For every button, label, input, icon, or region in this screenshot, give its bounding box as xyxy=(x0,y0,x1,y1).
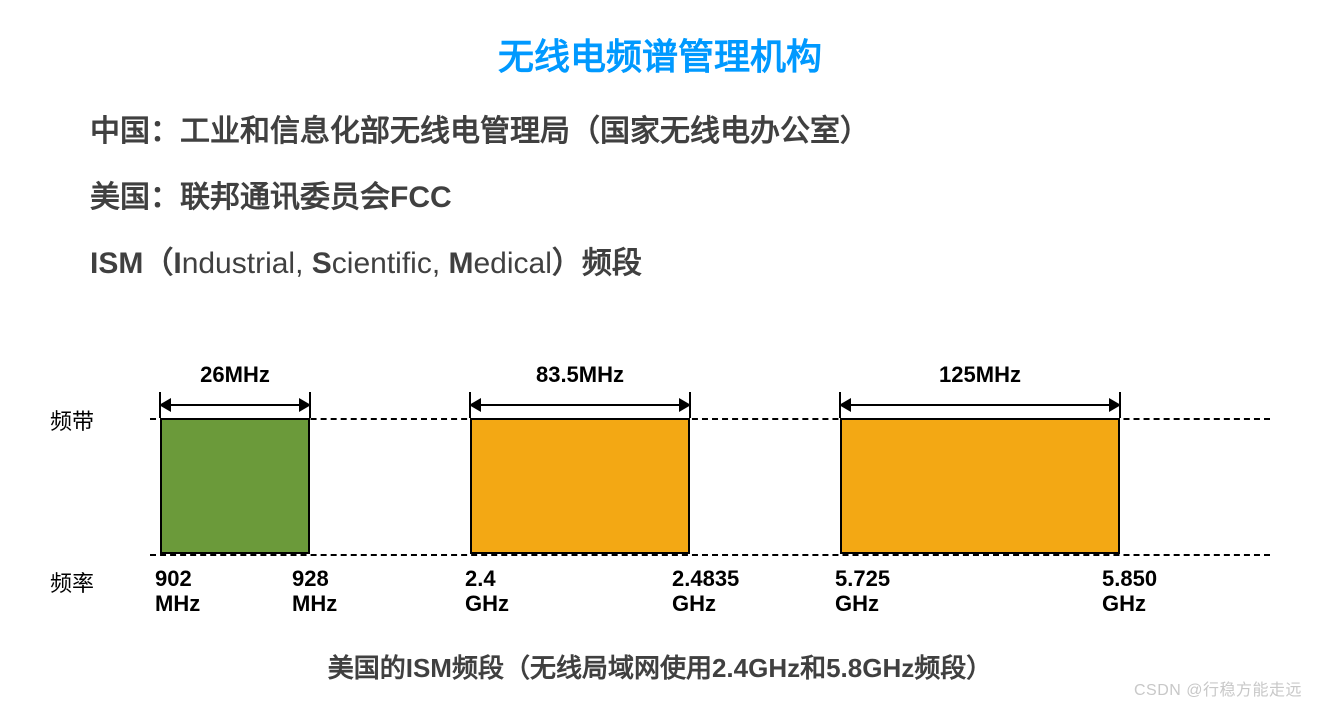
ism-prefix: ISM（ xyxy=(90,247,173,280)
bw-cap-left-1 xyxy=(469,392,471,418)
axis-label-freq: 频率 xyxy=(50,566,94,598)
bw-cap-right-2 xyxy=(1119,392,1121,418)
bandwidth-arrow-2 xyxy=(840,404,1120,406)
bw-cap-right-1 xyxy=(689,392,691,418)
page-title: 无线电频谱管理机构 xyxy=(0,28,1320,80)
ism-i-bold: I xyxy=(173,247,181,280)
freq-start-0: 902MHz xyxy=(155,566,200,617)
ism-s-bold: S xyxy=(312,247,332,280)
ism-m-rest: edical xyxy=(474,247,552,280)
band-box-2 xyxy=(840,418,1120,554)
bandwidth-arrow-0 xyxy=(160,404,310,406)
line-usa: 美国：联邦通讯委员会FCC xyxy=(90,172,1320,216)
line-china: 中国：工业和信息化部无线电管理局（国家无线电办公室） xyxy=(90,106,1320,150)
band-box-1 xyxy=(470,418,690,554)
line-ism: ISM（Industrial, Scientific, Medical）频段 xyxy=(90,238,1320,282)
dash-line-bottom xyxy=(150,554,1270,556)
freq-end-0: 928MHz xyxy=(292,566,337,617)
bw-cap-right-0 xyxy=(309,392,311,418)
freq-end-1: 2.4835GHz xyxy=(672,566,739,617)
ism-i-rest: ndustrial, xyxy=(182,247,312,280)
ism-m-bold: M xyxy=(449,247,474,280)
diagram-caption: 美国的ISM频段（无线局域网使用2.4GHz和5.8GHz频段） xyxy=(0,648,1320,685)
ism-suffix: ）频段 xyxy=(552,247,642,280)
bandwidth-label-0: 26MHz xyxy=(160,362,310,388)
band-box-0 xyxy=(160,418,310,554)
axis-label-band: 频带 xyxy=(50,404,94,436)
body-text-block: 中国：工业和信息化部无线电管理局（国家无线电办公室） 美国：联邦通讯委员会FCC… xyxy=(90,106,1320,282)
freq-start-2: 5.725GHz xyxy=(835,566,890,617)
bw-cap-left-0 xyxy=(159,392,161,418)
bandwidth-label-1: 83.5MHz xyxy=(470,362,690,388)
watermark: CSDN @行稳方能走远 xyxy=(1134,676,1302,700)
bandwidth-arrow-1 xyxy=(470,404,690,406)
freq-start-1: 2.4GHz xyxy=(465,566,509,617)
ism-s-rest: cientific, xyxy=(332,247,449,280)
bw-cap-left-2 xyxy=(839,392,841,418)
freq-end-2: 5.850GHz xyxy=(1102,566,1157,617)
bandwidth-label-2: 125MHz xyxy=(840,362,1120,388)
